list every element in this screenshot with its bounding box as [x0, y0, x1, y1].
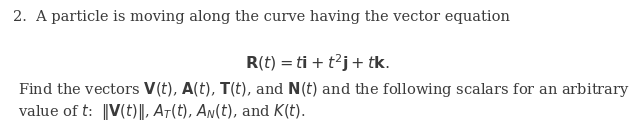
- Text: 2.  A particle is moving along the curve having the vector equation: 2. A particle is moving along the curve …: [13, 10, 510, 24]
- Text: $\mathbf{R}(t) = t\mathbf{i} + t^2\mathbf{j} + t\mathbf{k}.$: $\mathbf{R}(t) = t\mathbf{i} + t^2\mathb…: [245, 52, 389, 74]
- Text: Find the vectors $\mathbf{V}(t)$, $\mathbf{A}(t)$, $\mathbf{T}(t)$, and $\mathbf: Find the vectors $\mathbf{V}(t)$, $\math…: [18, 80, 630, 99]
- Text: value of $t$:  $\|\mathbf{V}(t)\|$, $A_T(t)$, $A_N(t)$, and $K(t)$.: value of $t$: $\|\mathbf{V}(t)\|$, $A_T(…: [18, 102, 306, 122]
